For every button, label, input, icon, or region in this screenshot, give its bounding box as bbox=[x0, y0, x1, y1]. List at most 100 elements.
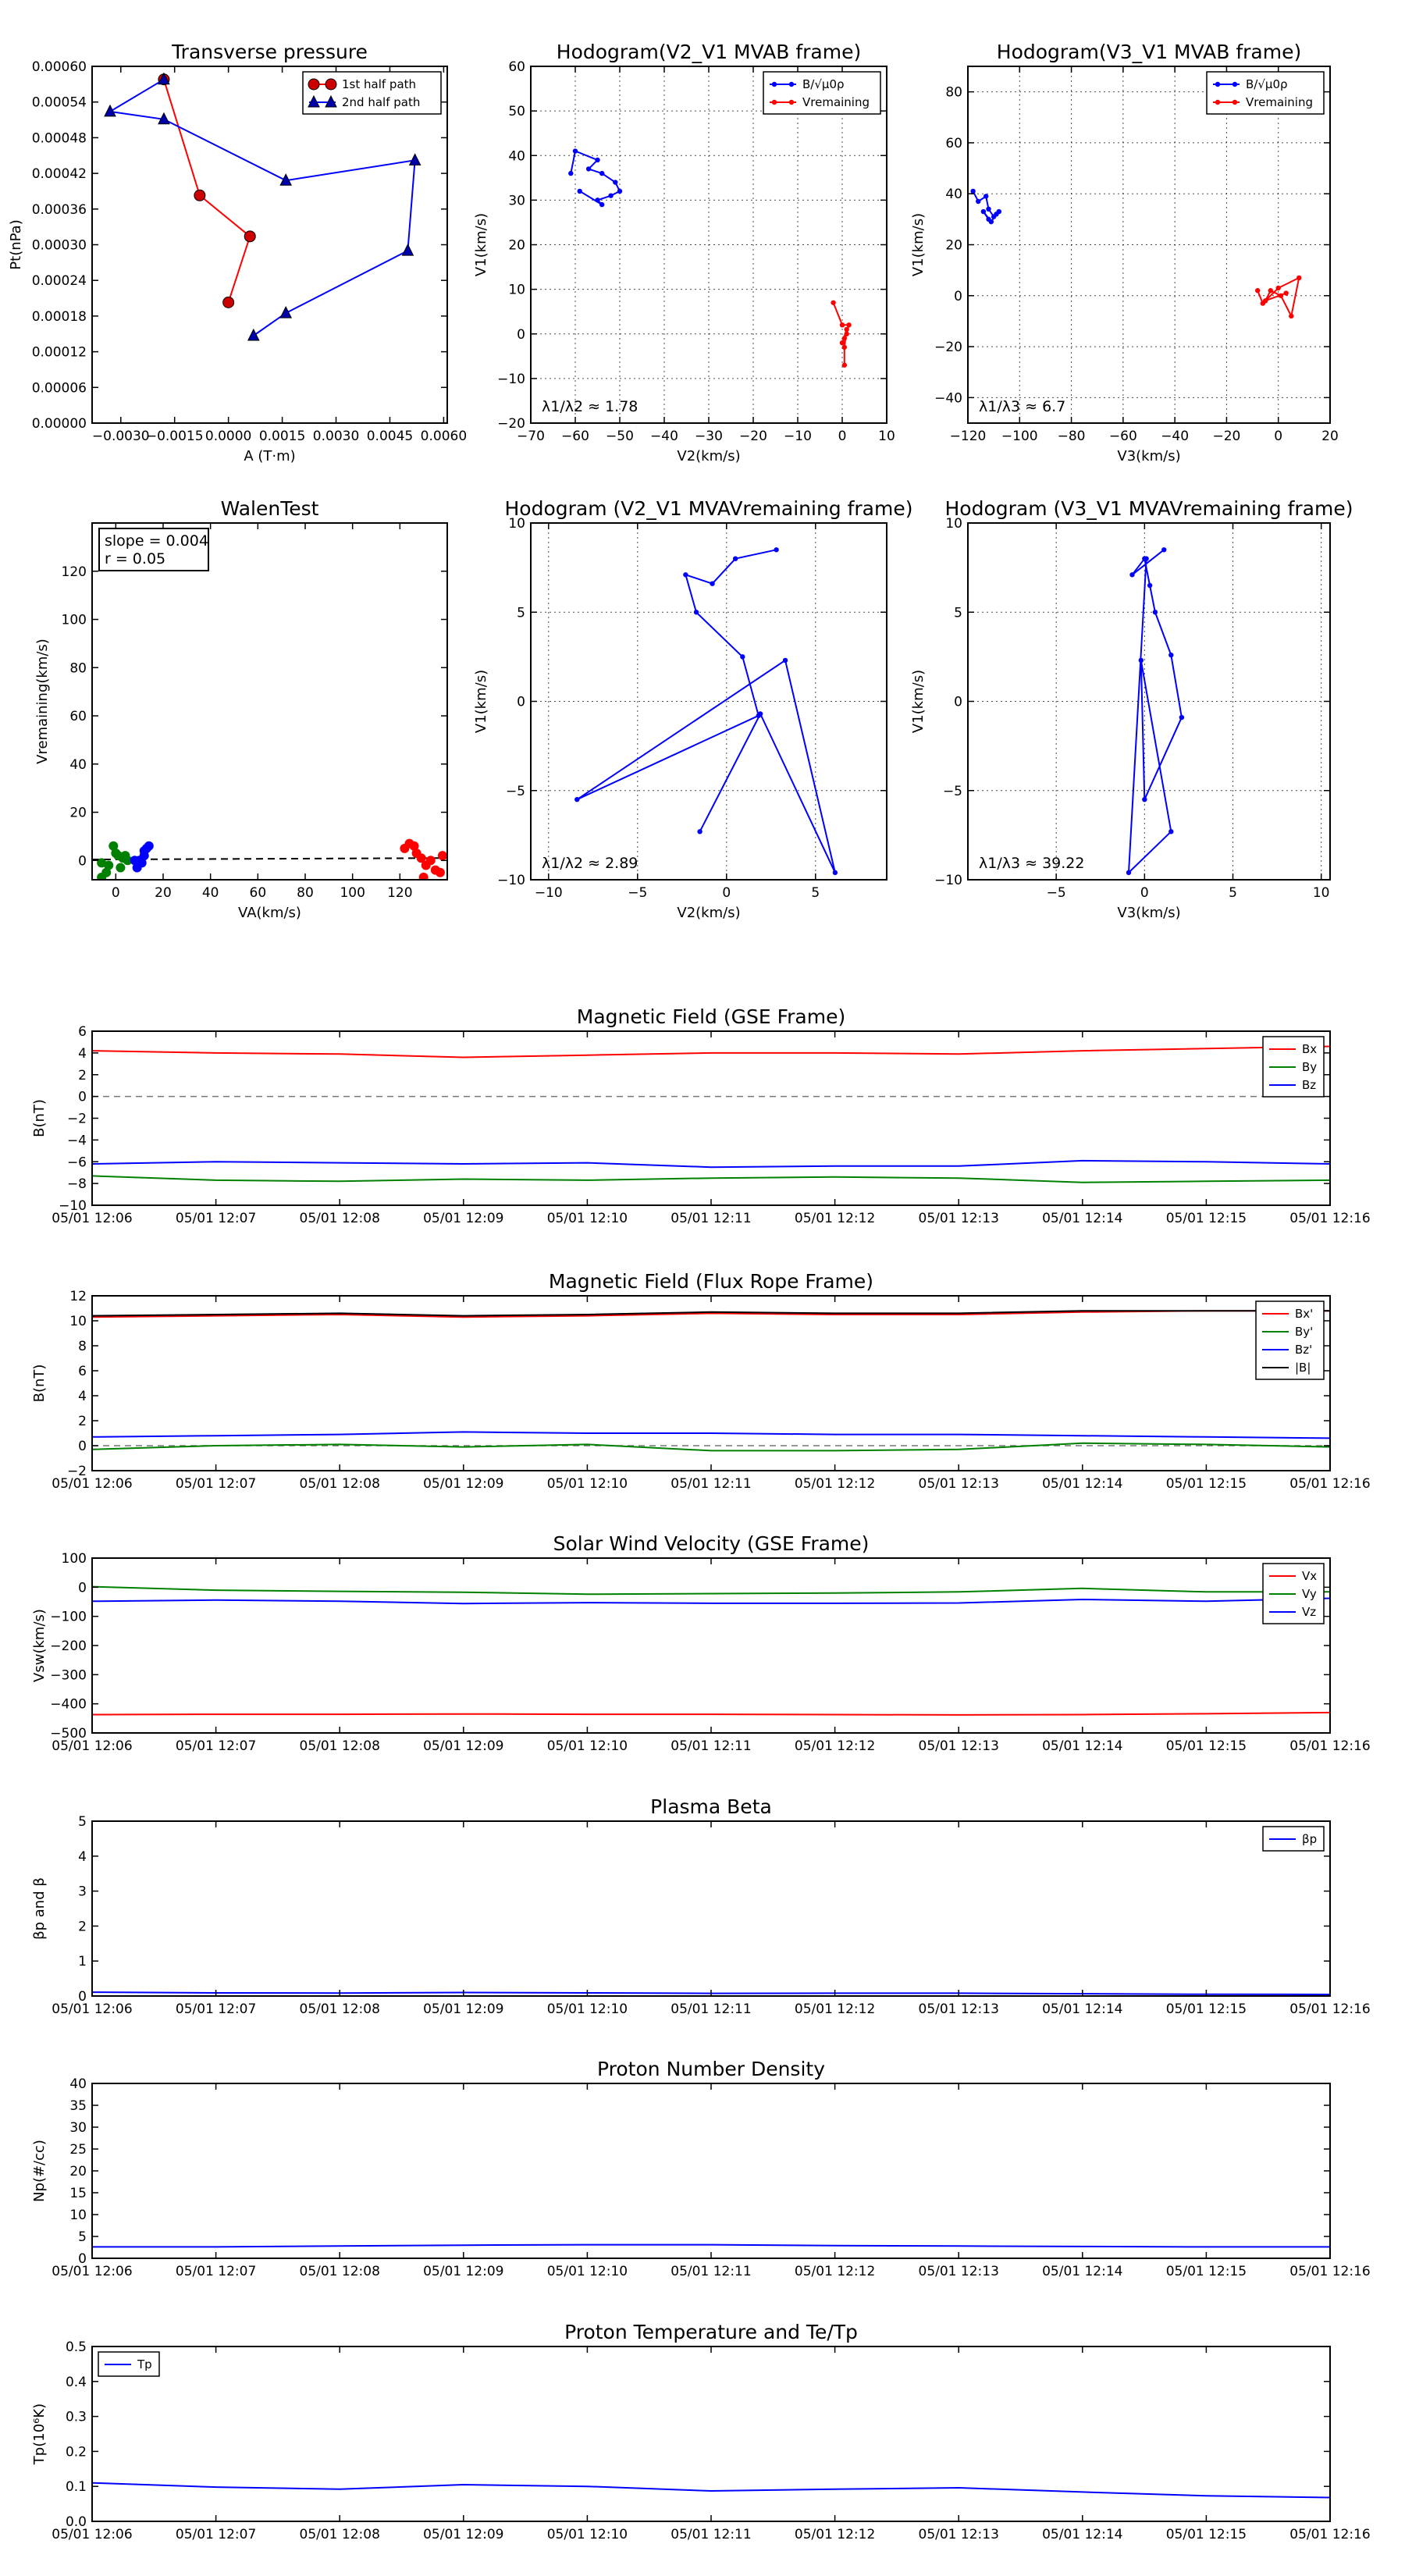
data-point bbox=[740, 654, 745, 660]
x-axis-label: V3(km/s) bbox=[1117, 448, 1180, 464]
annotation-text: λ1/λ3 ≈ 6.7 bbox=[979, 398, 1065, 415]
data-point bbox=[693, 610, 699, 615]
data-point bbox=[683, 572, 688, 578]
x-tick-label: 05/01 12:16 bbox=[1289, 2527, 1370, 2542]
x-tick-label: 05/01 12:11 bbox=[670, 1211, 751, 1226]
x-tick-label: 05/01 12:13 bbox=[919, 2001, 999, 2017]
data-point bbox=[1126, 870, 1132, 876]
x-tick-label: 0.0000 bbox=[205, 429, 251, 444]
data-point bbox=[1168, 829, 1174, 834]
legend-label: 1st half path bbox=[342, 77, 416, 91]
series-Bz bbox=[92, 1159, 1330, 1169]
legend-marker bbox=[1215, 99, 1221, 105]
series-0 bbox=[92, 2243, 1330, 2248]
y-tick-label: 4 bbox=[78, 1389, 87, 1404]
chart-title: Solar Wind Velocity (GSE Frame) bbox=[553, 1532, 870, 1555]
x-tick-label: 05/01 12:15 bbox=[1166, 2001, 1247, 2017]
legend-marker bbox=[308, 78, 320, 91]
y-tick-label: 0.00048 bbox=[32, 130, 87, 146]
x-tick-label: 10 bbox=[878, 429, 895, 444]
series-line bbox=[92, 1175, 1330, 1183]
data-point bbox=[1144, 556, 1149, 561]
x-tick-label: 120 bbox=[387, 885, 412, 901]
x-tick-label: 0 bbox=[1274, 429, 1282, 444]
x-tick-label: −5 bbox=[1047, 885, 1066, 901]
data-point bbox=[111, 849, 121, 859]
y-tick-label: 0.00042 bbox=[32, 166, 87, 182]
series-line bbox=[576, 549, 836, 873]
data-point bbox=[104, 104, 116, 117]
x-tick-label: 05/01 12:06 bbox=[52, 2527, 132, 2542]
data-point bbox=[697, 829, 702, 834]
x-tick-label: −0.0030 bbox=[92, 429, 150, 444]
series-Bx' bbox=[92, 1310, 1330, 1318]
data-point bbox=[757, 711, 763, 717]
data-point bbox=[733, 556, 738, 561]
data-point bbox=[831, 300, 836, 305]
plot-frame bbox=[967, 66, 1331, 424]
x-tick-label: −20 bbox=[739, 429, 767, 444]
y-tick-label: 80 bbox=[69, 660, 87, 676]
y-axis-label: βp and β bbox=[31, 1877, 48, 1940]
legend: Bx' By' Bz' |B| bbox=[1255, 1300, 1325, 1380]
x-tick-label: −30 bbox=[695, 429, 723, 444]
x-tick-label: 05/01 12:11 bbox=[670, 1476, 751, 1492]
series-Vx bbox=[92, 1711, 1330, 1716]
legend-marker bbox=[1215, 81, 1221, 87]
y-axis-label: V1(km/s) bbox=[473, 213, 489, 276]
x-tick-label: −40 bbox=[650, 429, 678, 444]
x-tick-label: 0.0030 bbox=[313, 429, 359, 444]
x-tick-label: 05/01 12:14 bbox=[1042, 2264, 1122, 2279]
annotation-text: λ1/λ2 ≈ 2.89 bbox=[542, 855, 638, 872]
x-tick-label: 05/01 12:09 bbox=[423, 2527, 503, 2542]
x-tick-label: 05/01 12:13 bbox=[919, 2264, 999, 2279]
y-tick-label: −40 bbox=[934, 390, 962, 406]
chart-t4: Plasma Beta 05/01 12:06 05/01 12:07 05/01 1… bbox=[31, 1795, 1371, 2017]
chart-p3: Hodogram(V3_V1 MVAB frame) −120 −100 −80 −60… bbox=[910, 41, 1339, 464]
y-tick-label: 0.00036 bbox=[32, 202, 87, 218]
x-tick-label: 05/01 12:15 bbox=[1166, 2264, 1247, 2279]
y-tick-label: 15 bbox=[69, 2186, 87, 2201]
annotation-box bbox=[98, 528, 209, 571]
chart-title: Hodogram (V3_V1 MVAVremaining frame) bbox=[945, 497, 1353, 520]
x-tick-label: 05/01 12:07 bbox=[176, 2527, 256, 2542]
y-tick-label: 2 bbox=[78, 1068, 87, 1083]
data-point bbox=[1255, 288, 1261, 294]
x-tick-label: 05/01 12:09 bbox=[423, 2001, 503, 2017]
data-point bbox=[1283, 290, 1289, 296]
plot-frame bbox=[91, 2346, 1331, 2522]
y-tick-label: 0 bbox=[78, 1439, 87, 1454]
chart-p2: Hodogram(V2_V1 MVAB frame) −70 −60 −50 −40 −3… bbox=[473, 41, 895, 464]
y-axis-label: B(nT) bbox=[31, 1364, 48, 1403]
y-tick-label: 40 bbox=[69, 757, 87, 773]
plot-frame bbox=[91, 66, 448, 424]
data-point bbox=[97, 872, 107, 880]
data-point bbox=[1278, 293, 1284, 298]
legend-label: Vx bbox=[1302, 1569, 1317, 1583]
data-point bbox=[1179, 714, 1185, 720]
legend-box bbox=[763, 71, 881, 115]
y-tick-label: −2 bbox=[67, 1112, 87, 1127]
legend: Bx By Bz bbox=[1262, 1036, 1325, 1098]
x-tick-label: 05/01 12:08 bbox=[300, 1476, 380, 1492]
x-tick-label: 05/01 12:07 bbox=[176, 2001, 256, 2017]
y-tick-label: 10 bbox=[945, 516, 962, 532]
data-point bbox=[1129, 572, 1135, 578]
data-point bbox=[599, 201, 605, 208]
y-tick-label: 5 bbox=[78, 2229, 87, 2245]
y-tick-label: 0.00000 bbox=[32, 416, 87, 432]
series-Vremaining bbox=[1255, 275, 1302, 319]
plot-frame bbox=[91, 1820, 1331, 1997]
series-0 bbox=[97, 841, 133, 880]
y-tick-label: −5 bbox=[506, 784, 525, 799]
y-tick-label: 0.5 bbox=[66, 2339, 87, 2355]
y-tick-label: 0 bbox=[954, 289, 962, 304]
y-tick-label: 20 bbox=[945, 238, 962, 254]
x-tick-label: 05/01 12:15 bbox=[1166, 1738, 1247, 1754]
series-By bbox=[92, 1175, 1330, 1183]
y-axis-label: Vsw(km/s) bbox=[31, 1609, 48, 1682]
y-tick-label: 0.00060 bbox=[32, 59, 87, 75]
x-tick-label: 0 bbox=[1140, 885, 1149, 901]
